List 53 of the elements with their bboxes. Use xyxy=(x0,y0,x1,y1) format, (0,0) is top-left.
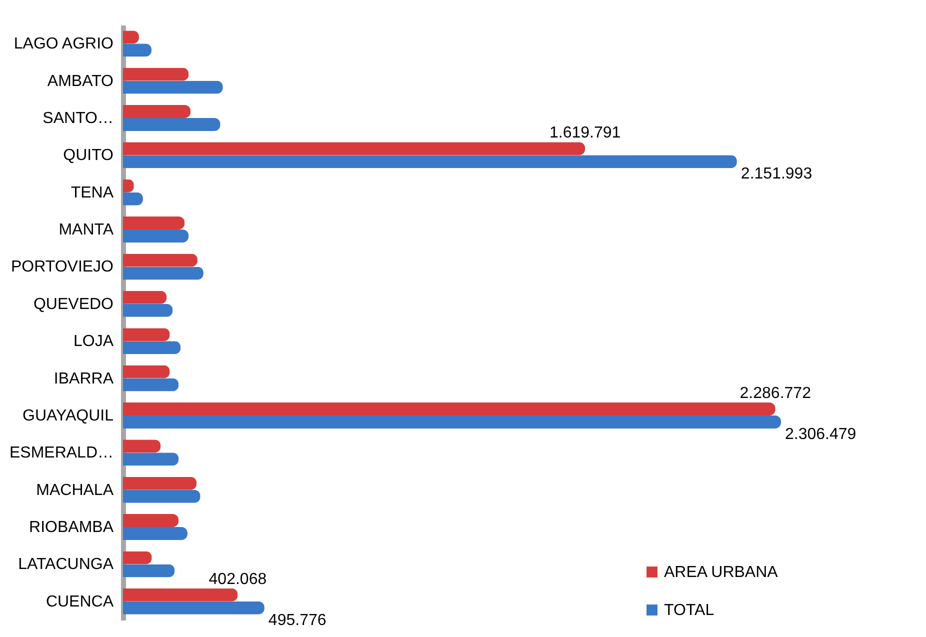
bar xyxy=(123,378,179,392)
y-tick-label: PORTOVIEJO xyxy=(10,258,114,276)
bar xyxy=(123,290,167,304)
bar xyxy=(123,476,197,490)
bar xyxy=(123,104,191,118)
bar xyxy=(123,452,179,466)
y-tick-label: ESMERALD… xyxy=(9,444,114,462)
bar xyxy=(123,341,181,354)
bar xyxy=(123,68,189,81)
bar xyxy=(123,527,188,540)
bar xyxy=(123,490,200,503)
bar xyxy=(123,155,737,168)
bar xyxy=(123,564,175,578)
bar xyxy=(123,230,189,243)
y-tick-label: LAGO AGRIO xyxy=(14,36,114,53)
y-tick-label: QUEVEDO xyxy=(33,296,114,313)
legend-label: TOTAL xyxy=(664,602,714,619)
legend-label: AREA URBANA xyxy=(664,564,778,581)
bar xyxy=(123,415,781,428)
bar xyxy=(123,365,170,378)
y-tick-label: MANTA xyxy=(58,222,114,239)
data-label: 402.068 xyxy=(208,570,267,588)
data-label: 1.619.791 xyxy=(550,124,621,142)
bar xyxy=(123,80,223,94)
y-tick-label: LATACUNGA xyxy=(18,556,114,574)
data-label: 2.151.993 xyxy=(740,166,812,183)
y-tick-label: CUENCA xyxy=(46,593,114,610)
bar xyxy=(123,402,776,416)
bar xyxy=(123,216,185,230)
bar xyxy=(123,44,152,57)
bar xyxy=(123,118,220,131)
bar xyxy=(123,514,179,528)
data-label: 495.776 xyxy=(268,612,326,629)
bar xyxy=(123,551,152,564)
y-tick-label: TENA xyxy=(70,184,114,202)
data-label: 2.306.479 xyxy=(785,426,856,443)
bar xyxy=(123,304,173,317)
bar xyxy=(123,142,586,156)
y-tick-label: GUAYAQUIL xyxy=(22,407,114,424)
bar xyxy=(123,254,198,267)
y-tick-label: RIOBAMBA xyxy=(29,519,114,536)
bar xyxy=(123,440,161,453)
bar xyxy=(123,328,170,342)
data-label: 2.286.772 xyxy=(740,384,812,402)
bar xyxy=(123,588,238,602)
y-tick-label: AMBATO xyxy=(47,72,114,90)
y-tick-label: QUITO xyxy=(63,147,114,164)
y-tick-label: MACHALA xyxy=(36,482,114,499)
y-tick-label: SANTO… xyxy=(42,110,114,127)
y-tick-label: IBARRA xyxy=(54,370,114,388)
y-tick-label: LOJA xyxy=(73,333,114,350)
bar xyxy=(123,266,204,280)
bar xyxy=(123,601,264,614)
